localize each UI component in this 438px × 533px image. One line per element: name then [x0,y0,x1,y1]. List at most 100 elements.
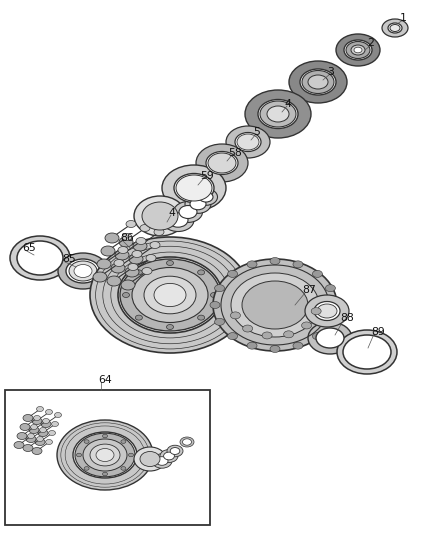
Ellipse shape [23,415,33,422]
Ellipse shape [354,47,362,53]
Ellipse shape [90,444,120,466]
Ellipse shape [120,259,220,331]
Ellipse shape [102,434,107,438]
Ellipse shape [215,318,225,325]
Ellipse shape [129,254,143,264]
Ellipse shape [179,206,197,219]
Ellipse shape [198,270,205,275]
Ellipse shape [325,318,336,325]
Ellipse shape [330,302,340,309]
Ellipse shape [32,417,42,424]
Ellipse shape [119,237,133,247]
Ellipse shape [166,261,173,265]
Ellipse shape [128,263,138,271]
Ellipse shape [199,192,213,202]
Ellipse shape [270,345,280,352]
Ellipse shape [46,440,53,445]
Ellipse shape [237,134,259,150]
Text: 85: 85 [62,254,76,264]
Text: 65: 65 [22,243,36,253]
Text: 87: 87 [302,285,316,295]
Ellipse shape [150,241,160,248]
Ellipse shape [93,272,107,282]
Ellipse shape [314,302,340,320]
Ellipse shape [343,335,391,369]
Ellipse shape [132,268,208,322]
Ellipse shape [38,430,48,437]
Ellipse shape [134,447,166,471]
Ellipse shape [305,295,349,327]
Ellipse shape [10,236,70,280]
Ellipse shape [316,328,344,348]
Ellipse shape [102,472,107,476]
Ellipse shape [284,331,293,338]
Ellipse shape [336,34,380,66]
Ellipse shape [185,195,211,213]
Ellipse shape [101,246,115,256]
Ellipse shape [42,418,49,424]
Ellipse shape [190,198,206,210]
Ellipse shape [105,233,119,243]
Ellipse shape [46,409,53,415]
Ellipse shape [228,270,237,277]
Ellipse shape [162,208,194,231]
Ellipse shape [293,342,303,349]
Ellipse shape [245,90,311,138]
Ellipse shape [132,251,142,257]
Ellipse shape [262,332,272,339]
Text: 1: 1 [400,13,407,23]
Ellipse shape [267,106,289,122]
Ellipse shape [388,23,402,33]
Ellipse shape [162,165,226,211]
Ellipse shape [213,259,337,351]
Ellipse shape [311,308,321,314]
Ellipse shape [146,254,156,262]
Ellipse shape [115,250,129,260]
Ellipse shape [111,263,125,273]
Ellipse shape [121,280,135,290]
Ellipse shape [183,439,191,445]
Ellipse shape [302,322,311,329]
Ellipse shape [206,151,238,174]
Ellipse shape [83,439,127,471]
Ellipse shape [73,432,137,478]
Ellipse shape [136,238,146,245]
Ellipse shape [69,261,97,281]
Ellipse shape [156,457,168,465]
Ellipse shape [125,267,139,277]
Ellipse shape [58,253,108,289]
Ellipse shape [74,264,92,278]
Ellipse shape [23,445,33,451]
Ellipse shape [351,45,365,55]
Ellipse shape [144,276,196,314]
Ellipse shape [173,201,202,222]
Ellipse shape [29,426,39,433]
Ellipse shape [300,69,336,95]
Bar [5,390,210,525]
Ellipse shape [90,237,250,353]
Ellipse shape [382,19,408,37]
Ellipse shape [230,312,240,319]
Ellipse shape [41,421,51,427]
Ellipse shape [180,437,194,447]
Ellipse shape [242,281,308,329]
Ellipse shape [17,241,63,275]
Ellipse shape [20,424,30,431]
Ellipse shape [52,422,59,426]
Ellipse shape [308,75,328,89]
Ellipse shape [77,453,81,457]
Ellipse shape [210,302,220,309]
Ellipse shape [174,174,214,203]
Ellipse shape [140,451,160,466]
Ellipse shape [114,260,124,266]
Ellipse shape [247,342,257,349]
Ellipse shape [247,261,257,268]
Ellipse shape [166,325,173,329]
Ellipse shape [123,293,130,297]
Ellipse shape [31,424,38,430]
Ellipse shape [154,229,164,236]
Ellipse shape [176,175,212,201]
Ellipse shape [49,431,56,435]
Ellipse shape [302,70,334,93]
Ellipse shape [142,202,178,230]
